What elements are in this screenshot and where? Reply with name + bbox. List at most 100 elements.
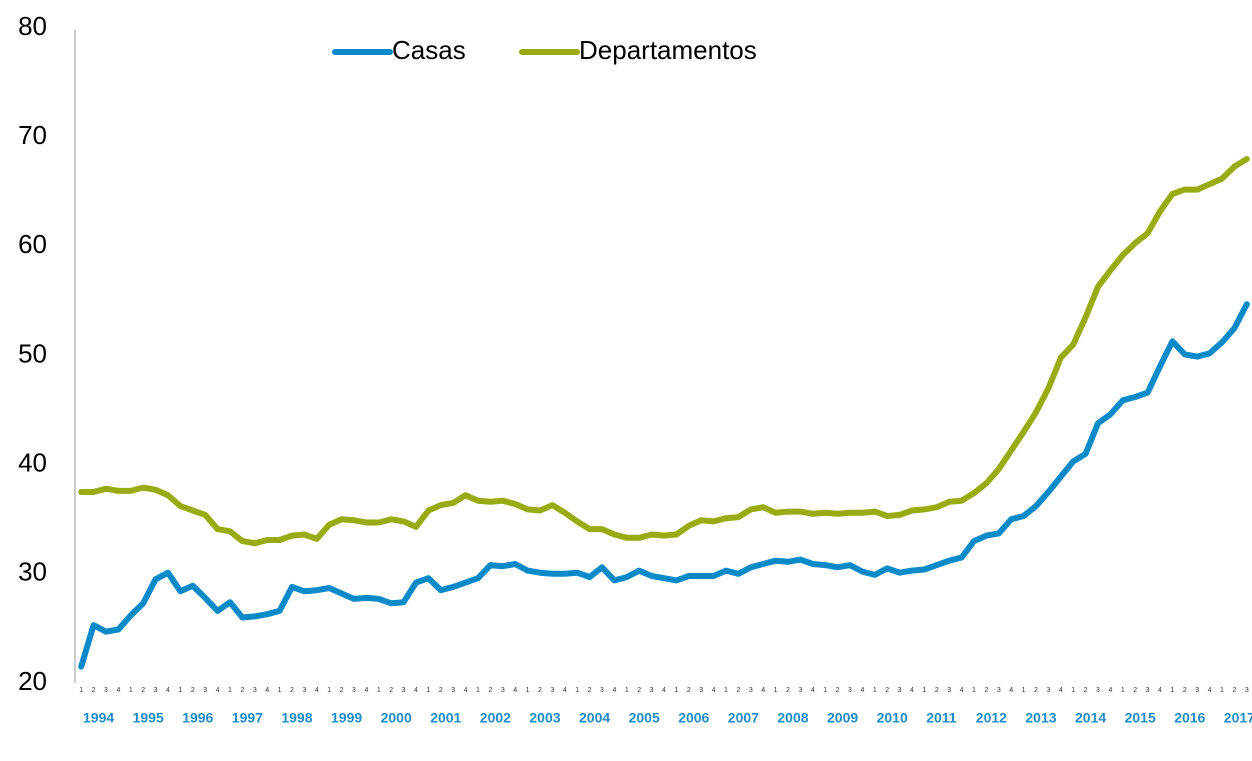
x-tick-label: 4 — [1108, 687, 1112, 694]
year-label: 2014 — [1075, 710, 1106, 726]
x-tick-label: 1 — [1022, 687, 1026, 694]
year-label: 1995 — [133, 710, 164, 726]
x-tick-label: 2 — [984, 687, 988, 694]
x-tick-label: 2 — [340, 687, 344, 694]
x-tick-label: 1 — [178, 687, 182, 694]
year-label: 1994 — [83, 710, 114, 726]
year-label: 1999 — [331, 710, 362, 726]
x-tick-label: 1 — [327, 687, 331, 694]
y-tick-label: 40 — [18, 448, 47, 478]
year-label: 2010 — [877, 710, 908, 726]
x-tick-label: 4 — [216, 687, 220, 694]
x-tick-label: 4 — [1158, 687, 1162, 694]
x-tick-label: 1 — [972, 687, 976, 694]
x-tick-label: 3 — [451, 687, 455, 694]
x-tick-label: 2 — [736, 687, 740, 694]
x-tick-label: 3 — [253, 687, 257, 694]
x-tick-label: 4 — [265, 687, 269, 694]
x-tick-label: 1 — [426, 687, 430, 694]
year-label: 2006 — [678, 710, 709, 726]
x-tick-label: 2 — [885, 687, 889, 694]
x-tick-label: 4 — [712, 687, 716, 694]
year-label: 2003 — [529, 710, 560, 726]
y-tick-label: 70 — [18, 120, 47, 150]
x-tick-label: 3 — [997, 687, 1001, 694]
x-tick-label: 4 — [761, 687, 765, 694]
x-tick-label: 3 — [1245, 687, 1249, 694]
year-label: 2000 — [381, 710, 412, 726]
x-tick-label: 4 — [513, 687, 517, 694]
year-label: 2008 — [777, 710, 808, 726]
y-tick-label: 20 — [18, 666, 47, 696]
x-tick-label: 1 — [278, 687, 282, 694]
x-tick-label: 4 — [1059, 687, 1063, 694]
year-label: 2002 — [480, 710, 511, 726]
year-label: 2005 — [629, 710, 660, 726]
x-tick-label: 3 — [650, 687, 654, 694]
x-tick-label: 4 — [960, 687, 964, 694]
x-tick-label: 4 — [116, 687, 120, 694]
x-tick-label: 2 — [439, 687, 443, 694]
x-tick-label: 2 — [786, 687, 790, 694]
x-tick-label: 4 — [910, 687, 914, 694]
x-tick-label: 3 — [154, 687, 158, 694]
x-tick-label: 2 — [1232, 687, 1236, 694]
x-tick-label: 3 — [798, 687, 802, 694]
line-series — [78, 301, 1250, 670]
x-tick-label: 2 — [240, 687, 244, 694]
x-tick-label: 3 — [898, 687, 902, 694]
x-tick-label: 1 — [476, 687, 480, 694]
x-tick-label: 3 — [1046, 687, 1050, 694]
x-tick-label: 1 — [526, 687, 530, 694]
legend-label: Departamentos — [579, 35, 757, 65]
x-tick-label: 2 — [588, 687, 592, 694]
x-tick-label: 2 — [92, 687, 96, 694]
year-label: 2016 — [1174, 710, 1205, 726]
x-tick-label: 1 — [774, 687, 778, 694]
year-label: 1997 — [232, 710, 263, 726]
x-tick-label: 3 — [699, 687, 703, 694]
x-tick-label: 3 — [600, 687, 604, 694]
x-tick-label: 3 — [749, 687, 753, 694]
x-tick-label: 1 — [674, 687, 678, 694]
x-tick-label: 2 — [1183, 687, 1187, 694]
x-tick-label: 1 — [1071, 687, 1075, 694]
x-tick-label: 4 — [166, 687, 170, 694]
year-label: 2004 — [579, 710, 610, 726]
year-label: 2007 — [728, 710, 759, 726]
year-label: 2013 — [1025, 710, 1056, 726]
x-tick-label: 1 — [228, 687, 232, 694]
x-tick-label: 3 — [501, 687, 505, 694]
legend-label: Casas — [392, 35, 466, 65]
x-tick-label: 3 — [352, 687, 356, 694]
x-tick-label: 2 — [141, 687, 145, 694]
year-label: 2015 — [1125, 710, 1156, 726]
x-tick-label: 2 — [1084, 687, 1088, 694]
x-tick-label: 1 — [79, 687, 83, 694]
x-tick-label: 2 — [538, 687, 542, 694]
x-tick-label: 2 — [290, 687, 294, 694]
x-tick-label: 4 — [662, 687, 666, 694]
x-tick-label: 2 — [637, 687, 641, 694]
x-tick-label: 1 — [823, 687, 827, 694]
x-tick-label: 4 — [315, 687, 319, 694]
x-tick-label: 2 — [836, 687, 840, 694]
x-tick-label: 3 — [550, 687, 554, 694]
year-label: 1998 — [281, 710, 312, 726]
x-tick-label: 4 — [1009, 687, 1013, 694]
year-label: 2017 — [1224, 710, 1252, 726]
x-tick-label: 1 — [1170, 687, 1174, 694]
x-tick-label: 1 — [1121, 687, 1125, 694]
x-tick-label: 1 — [724, 687, 728, 694]
y-tick-label: 60 — [18, 229, 47, 259]
x-tick-label: 3 — [1195, 687, 1199, 694]
x-tick-label: 1 — [1220, 687, 1224, 694]
year-label: 2012 — [976, 710, 1007, 726]
x-tick-label: 3 — [302, 687, 306, 694]
x-tick-label: 2 — [191, 687, 195, 694]
x-tick-label: 2 — [1133, 687, 1137, 694]
x-tick-label: 1 — [377, 687, 381, 694]
x-tick-label: 4 — [364, 687, 368, 694]
line-series — [78, 156, 1250, 547]
x-tick-label: 4 — [563, 687, 567, 694]
